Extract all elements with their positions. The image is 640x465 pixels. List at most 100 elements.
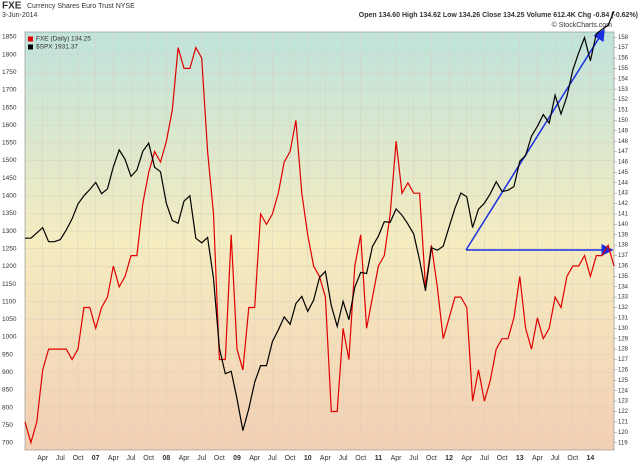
x-tick-label: 07 (92, 455, 100, 462)
x-tick-label: Apr (461, 455, 473, 462)
y2-tick-label: 121 (618, 420, 629, 426)
y-tick-label: 1700 (2, 87, 17, 94)
y2-tick-label: 150 (618, 118, 629, 124)
x-tick-label: Oct (214, 455, 225, 462)
y2-tick-label: 149 (618, 128, 629, 134)
y-tick-label: 950 (2, 351, 13, 358)
y2-tick-label: 153 (618, 87, 629, 93)
x-tick-label: Jul (56, 455, 65, 462)
y-tick-label: 1400 (2, 193, 17, 200)
y2-tick-label: 139 (618, 232, 629, 238)
x-tick-label: Jul (480, 455, 489, 462)
y-tick-label: 1450 (2, 175, 17, 182)
y-tick-label: 1500 (2, 157, 17, 164)
y2-tick-label: 122 (618, 409, 629, 415)
x-tick-label: 13 (516, 455, 524, 462)
y2-tick-label: 154 (618, 76, 629, 82)
x-tick-label: Apr (249, 455, 261, 462)
y-tick-label: 1650 (2, 104, 17, 111)
y2-tick-label: 146 (618, 160, 629, 166)
y2-tick-label: 151 (618, 108, 629, 114)
y2-tick-label: 141 (618, 212, 629, 218)
series-line (24, 46, 615, 445)
y2-tick-label: 130 (618, 326, 629, 332)
y2-tick-label: 145 (618, 170, 629, 176)
y2-tick-label: 152 (618, 97, 629, 103)
x-tick-label: Apr (532, 455, 544, 462)
y2-tick-label: 137 (618, 253, 629, 259)
x-tick-label: Oct (73, 455, 84, 462)
x-tick-label: 14 (587, 455, 595, 462)
legend-label: FXE (Daily) 134.25 (36, 36, 91, 43)
y-tick-label: 1050 (2, 316, 17, 323)
y2-tick-label: 132 (618, 305, 629, 311)
watermark: © StockCharts.com (552, 21, 613, 29)
y-tick-label: 1850 (2, 34, 17, 41)
x-tick-label: Oct (143, 455, 154, 462)
x-tick-label: Apr (108, 455, 120, 462)
series-line (25, 10, 615, 431)
x-tick-label: 09 (233, 455, 241, 462)
y2-tick-label: 142 (618, 201, 629, 207)
x-tick-label: Jul (409, 455, 418, 462)
y2-tick-label: 119 (618, 440, 628, 446)
y2-tick-label: 144 (618, 180, 629, 186)
x-tick-label: 11 (375, 455, 383, 462)
x-tick-label: Jul (268, 455, 277, 462)
x-tick-label: Oct (426, 455, 437, 462)
y2-tick-label: 138 (618, 243, 629, 249)
y2-tick-label: 155 (618, 66, 629, 72)
annotation-arrow (465, 28, 605, 251)
x-tick-label: Apr (320, 455, 332, 462)
y-tick-label: 1550 (2, 140, 17, 147)
y2-tick-label: 123 (618, 399, 629, 405)
y2-tick-label: 120 (618, 430, 629, 436)
x-tick-label: 12 (445, 455, 453, 462)
y2-tick-label: 148 (618, 139, 629, 145)
y-tick-label: 1800 (2, 51, 17, 58)
y2-tick-label: 127 (618, 357, 629, 363)
y2-tick-label: 125 (618, 378, 629, 384)
x-tick-label: Oct (497, 455, 508, 462)
x-tick-label: Apr (37, 455, 49, 462)
y-tick-label: 1350 (2, 210, 17, 217)
legend-label: $SPX 1931.37 (36, 44, 78, 51)
x-tick-label: Jul (551, 455, 560, 462)
y2-tick-label: 140 (618, 222, 629, 228)
y2-tick-label: 147 (618, 149, 629, 155)
y-tick-label: 1600 (2, 122, 17, 129)
symbol: FXE (2, 1, 22, 12)
y-tick-label: 1300 (2, 228, 17, 235)
y2-tick-label: 143 (618, 191, 629, 197)
y2-tick-label: 129 (618, 336, 629, 342)
y2-tick-label: 133 (618, 295, 629, 301)
y2-tick-label: 157 (618, 45, 629, 51)
y-tick-label: 800 (2, 404, 13, 411)
y2-tick-label: 134 (618, 284, 629, 290)
x-tick-label: Jul (197, 455, 206, 462)
x-tick-label: Jul (127, 455, 136, 462)
x-tick-label: Oct (285, 455, 296, 462)
y-tick-label: 1250 (2, 245, 17, 252)
y-tick-label: 700 (2, 440, 13, 447)
y2-tick-label: 156 (618, 56, 629, 62)
legend-swatch (28, 44, 33, 50)
x-tick-label: Oct (355, 455, 366, 462)
y2-tick-label: 124 (618, 388, 629, 394)
y-tick-label: 1750 (2, 69, 17, 76)
y-tick-label: 900 (2, 369, 13, 376)
x-tick-label: Apr (391, 455, 403, 462)
date: 3-Jun-2014 (2, 12, 38, 19)
plot-area (24, 31, 615, 451)
y2-tick-label: 158 (618, 35, 629, 41)
y-tick-label: 1200 (2, 263, 17, 270)
x-tick-label: 10 (304, 455, 312, 462)
x-tick-label: Jul (339, 455, 348, 462)
y2-tick-label: 128 (618, 347, 629, 353)
x-tick-label: Oct (567, 455, 578, 462)
y-tick-label: 1150 (2, 281, 16, 288)
subtitle: Currency Shares Euro Trust NYSE (27, 3, 135, 10)
legend-swatch (28, 36, 33, 42)
x-tick-label: Apr (179, 455, 191, 462)
